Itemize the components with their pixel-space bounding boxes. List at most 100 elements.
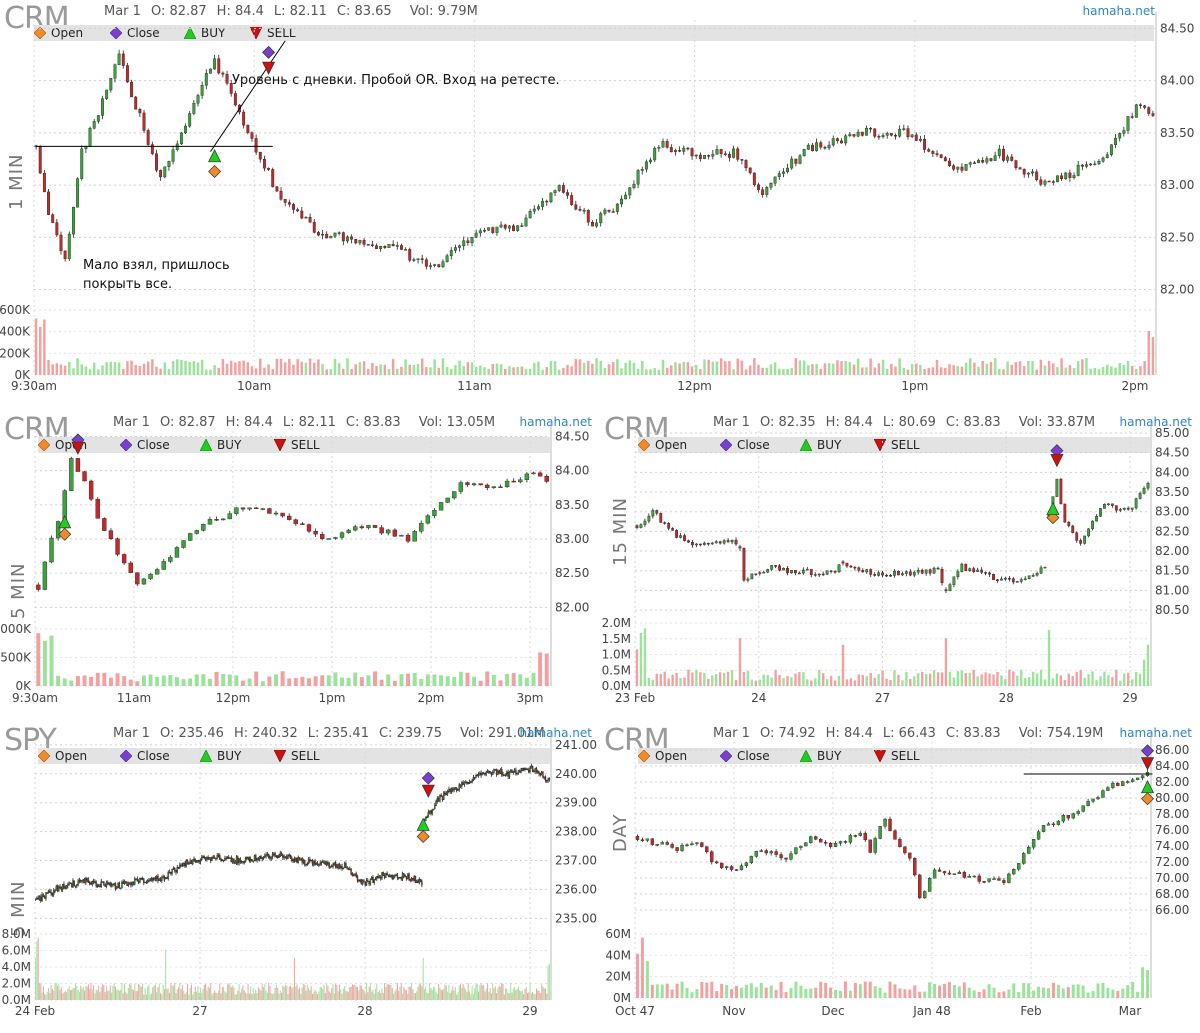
candle-body [445,793,448,795]
candle-body [635,835,640,840]
volume-bar [766,675,769,686]
price-tick-label: 84.00 [1160,74,1194,88]
candle-body [1063,503,1067,523]
volume-bar [690,992,694,998]
candle-body [1011,578,1015,583]
volume-bar [665,983,669,998]
volume-bar [508,366,511,375]
candle-body [748,167,752,174]
volume-bar [221,673,226,686]
volume-bar [292,986,294,1000]
volume-bar [815,363,818,375]
candle-body [883,818,887,827]
candle-body [220,518,226,521]
candle-body [410,878,413,881]
candle-body [83,878,86,884]
candle-body [766,569,770,573]
volume-bar [366,368,370,375]
candle-body [113,64,117,79]
volume-bar [819,981,823,998]
volume-bar [77,989,79,1000]
volume-bar [36,941,38,1000]
candle-body [661,141,665,148]
volume-bar [885,678,888,686]
candle-body [398,877,400,879]
candle-body [331,865,333,868]
volume-bar [375,988,377,1000]
candle-body [647,515,651,522]
open-marker [1141,792,1155,806]
volume-bar [819,368,823,375]
candle-body [742,547,746,581]
volume-bar [399,674,404,686]
volume-bar [102,672,107,686]
candle-body [650,838,655,845]
volume-bar [433,359,436,375]
volume-bar [490,993,492,1000]
price-tick-label: 239.00 [555,796,597,810]
volume-bar [758,679,761,686]
candle-body [481,772,484,776]
volume-bar [711,675,714,686]
candle-body [280,852,283,856]
volume-bar [993,358,997,375]
volume-bar [203,985,205,1000]
brand-label[interactable]: hamaha.net [519,415,592,429]
volume-bar [373,993,375,1000]
volume-bar [524,368,528,375]
candle-body [192,102,196,114]
volume-bar [226,984,228,1000]
volume-bar [371,362,374,375]
candle-body [101,98,104,116]
volume-bar [104,992,106,1000]
candle-body [739,865,744,871]
candle-body [901,573,904,576]
candle-body [1076,811,1080,814]
candle-body [112,883,114,886]
candle-body [98,885,100,887]
candle-body [918,138,922,141]
volume-bar [992,987,996,998]
candle-body [279,190,283,200]
brand-label[interactable]: hamaha.net [1082,4,1155,18]
volume-bar [149,994,151,1000]
buy-triangle-icon [183,26,197,40]
candle-body [683,535,686,541]
info-high: H: 84.4 [825,726,873,741]
candle-body [214,519,219,521]
volume-bar [322,989,324,1000]
volume-bar [372,989,374,1000]
volume-bar [478,680,483,686]
volume-bar [632,362,636,375]
volume-bar [364,993,366,1000]
volume-bar [215,992,217,1000]
volume-bar [1051,678,1055,686]
volume-bar [539,993,541,1000]
volume-bar [56,675,61,686]
candle-body [55,886,57,891]
candle-body [407,873,409,879]
volume-bar [174,983,176,1000]
time-tick-label: 29 [1122,691,1137,705]
volume-bar [426,992,428,1000]
candle-body [61,883,64,890]
volume-bar [67,988,69,1000]
brand-label[interactable]: hamaha.net [519,726,592,740]
candle-body [472,777,475,782]
candle-body [790,570,793,574]
volume-bar [134,364,137,375]
volume-bar [101,365,104,375]
candle-body [1076,164,1080,176]
candle-body [63,883,65,888]
candle-body [375,245,378,249]
candle-body [166,877,168,879]
candle-body [809,568,813,576]
price-tick-label: 238.00 [555,825,597,839]
candle-body [271,169,275,187]
brand-label[interactable]: hamaha.net [1119,726,1192,740]
candle-body [695,842,699,845]
candle-body [262,856,265,860]
candle-body [1093,163,1097,166]
candle-body [140,877,142,880]
brand-label[interactable]: hamaha.net [1119,415,1192,429]
